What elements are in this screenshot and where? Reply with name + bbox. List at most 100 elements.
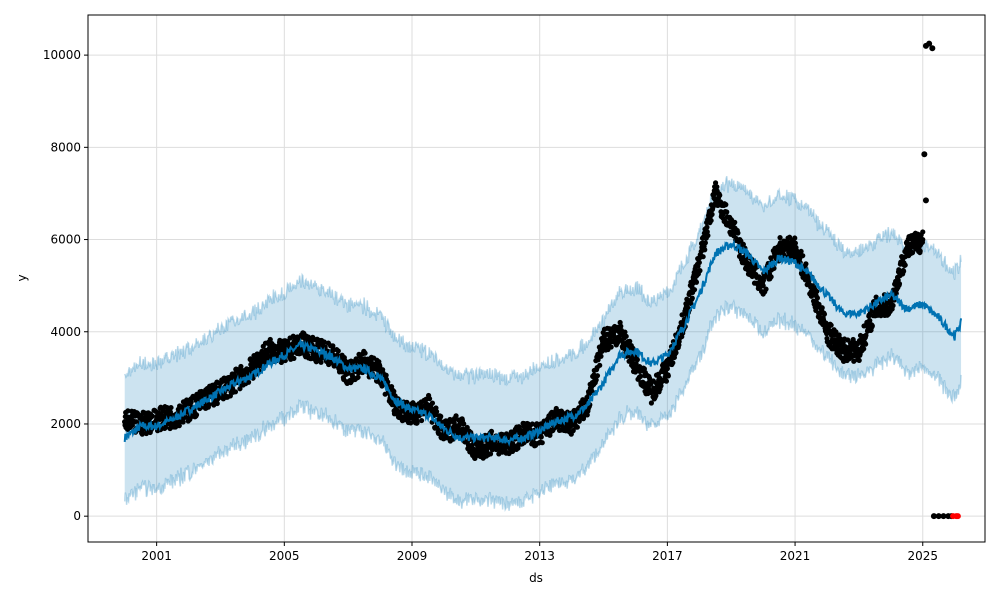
observed-point	[670, 360, 676, 366]
observed-point	[593, 377, 599, 383]
observed-point	[125, 408, 131, 414]
observed-point	[237, 386, 243, 392]
observed-point	[735, 230, 741, 236]
observed-point	[385, 379, 391, 385]
observed-point	[529, 421, 535, 427]
observed-point	[616, 329, 623, 335]
observed-point	[917, 248, 923, 254]
observed-point	[808, 283, 814, 289]
observed-point	[362, 350, 368, 356]
observed-point	[618, 323, 624, 329]
observed-point	[920, 236, 926, 243]
observed-point	[245, 379, 252, 385]
observed-point	[426, 396, 433, 402]
observed-outlier-point	[929, 45, 936, 52]
observed-point	[705, 232, 711, 239]
plot-frame	[87, 14, 986, 543]
observed-point	[265, 347, 271, 353]
observed-point	[438, 413, 444, 419]
observed-point	[391, 388, 397, 394]
observed-point	[814, 288, 820, 295]
observed-point	[697, 268, 703, 274]
observed-point	[763, 286, 769, 292]
observed-point	[702, 240, 708, 246]
observed-point	[836, 332, 842, 338]
observed-point	[168, 404, 174, 411]
observed-point	[663, 378, 670, 384]
observed-point	[355, 374, 361, 380]
observed-point	[861, 346, 867, 352]
observed-point	[902, 262, 908, 268]
observed-point	[206, 401, 212, 408]
y-tick-label: 10000	[43, 48, 81, 62]
observed-point	[728, 223, 734, 229]
observed-point	[214, 400, 220, 407]
forecast-line	[123, 239, 963, 447]
observed-point	[691, 287, 698, 293]
y-tick-label: 0	[73, 509, 81, 523]
observed-point	[693, 279, 700, 285]
observed-point	[180, 419, 186, 425]
observed-point	[833, 329, 839, 335]
observed-point	[634, 357, 640, 363]
observed-point	[409, 412, 415, 418]
observed-zero-point	[940, 513, 947, 520]
observed-point	[461, 421, 467, 427]
observed-point	[717, 192, 723, 198]
observed-layer	[122, 40, 961, 520]
observed-point	[869, 323, 875, 329]
observed-point	[817, 311, 823, 317]
observed-point	[453, 413, 459, 419]
observed-point	[798, 248, 804, 255]
observed-point	[489, 439, 495, 446]
observed-point	[760, 283, 766, 289]
observed-point	[819, 305, 825, 311]
observed-point	[776, 246, 782, 252]
observed-point	[623, 333, 629, 339]
y-axis-label: y	[15, 274, 29, 281]
observed-point	[648, 400, 655, 406]
observed-point	[321, 339, 327, 345]
observed-point	[863, 341, 869, 347]
observed-point	[702, 247, 708, 253]
observed-point	[696, 259, 702, 266]
observed-point	[345, 370, 351, 376]
observed-point	[863, 332, 869, 338]
observed-point	[154, 416, 160, 422]
observed-point	[539, 440, 545, 446]
observed-point	[840, 347, 846, 353]
x-tick-label: 2017	[652, 549, 683, 563]
observed-point	[708, 217, 714, 224]
observed-point	[361, 359, 367, 365]
observed-point	[594, 373, 601, 379]
observed-point	[768, 274, 774, 280]
observed-point	[473, 449, 479, 455]
observed-point	[723, 202, 729, 208]
observed-point	[904, 246, 910, 252]
observed-zero-point	[930, 513, 937, 520]
observed-point	[291, 355, 297, 361]
observed-point	[896, 281, 903, 287]
observed-point	[821, 311, 828, 317]
observed-point	[122, 419, 128, 425]
observed-point	[828, 322, 834, 328]
observed-point	[792, 240, 798, 246]
observed-point	[418, 417, 425, 424]
y-tick-label: 6000	[50, 233, 81, 247]
x-axis-label: ds	[529, 571, 543, 585]
observed-point	[777, 235, 783, 241]
observed-point	[800, 253, 806, 259]
observed-point	[710, 205, 716, 211]
observed-outlier-point	[922, 197, 929, 204]
highlighted-point	[954, 513, 961, 520]
observed-point	[488, 428, 495, 434]
observed-point	[267, 336, 273, 343]
observed-point	[608, 344, 614, 350]
observed-point	[622, 329, 628, 335]
observed-point	[598, 353, 604, 359]
observed-point	[689, 295, 695, 301]
lower-bound-line	[123, 298, 962, 512]
observed-point	[712, 180, 719, 186]
observed-point	[457, 421, 463, 427]
